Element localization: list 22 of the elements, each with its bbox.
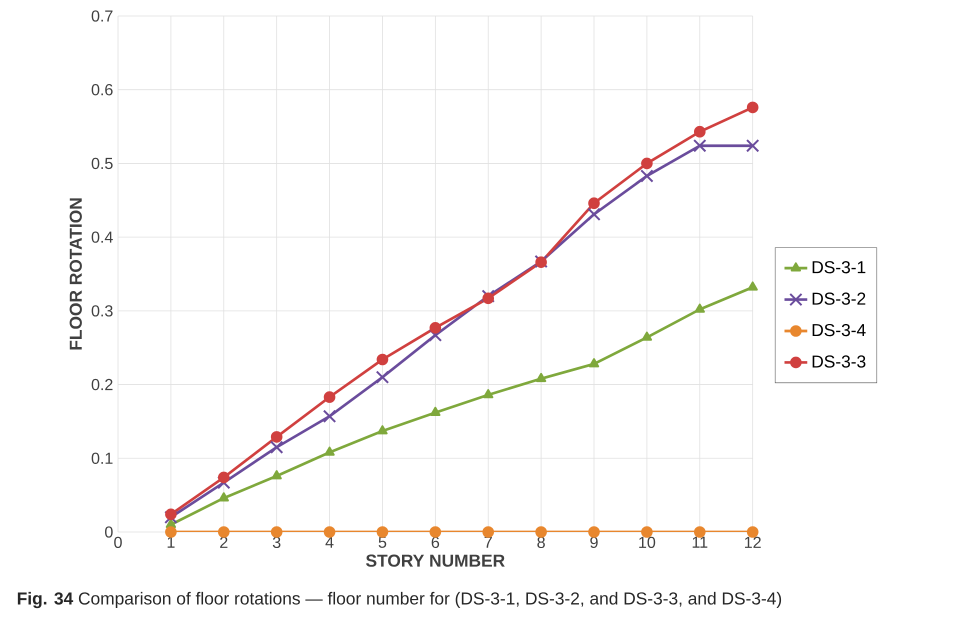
- legend-label: DS-3-2: [812, 292, 866, 305]
- y-tick-label: 0.6: [92, 84, 113, 96]
- x-tick-label: 1: [168, 536, 175, 548]
- x-tick-label: 12: [744, 536, 761, 548]
- y-tick-label: 0.7: [92, 10, 112, 22]
- x-tick-label: 4: [325, 536, 334, 548]
- y-tick-label: 0.5: [92, 158, 113, 170]
- y-tick-label: 0.2: [92, 378, 112, 390]
- y-tick-label: 0.3: [92, 305, 113, 317]
- x-tick-label: 10: [639, 536, 656, 548]
- x-axis-title: STORY NUMBER: [366, 554, 505, 567]
- x-tick-label: 6: [432, 536, 440, 548]
- x-tick-label: 0: [114, 536, 122, 548]
- y-tick-label: 0.4: [92, 231, 113, 243]
- y-axis-title: FLOOR ROTATION: [70, 198, 82, 350]
- text: Fig. 34 Comparison of floor rotations — floor number for (DS-3-1, DS-3-2, and DS-3-3, and DS-3-4): [18, 592, 782, 608]
- legend-label: DS-3-3: [812, 355, 866, 368]
- y-tick-label: 0: [105, 526, 113, 538]
- legend-label: DS-3-4: [812, 324, 866, 336]
- legend-label: DS-3-1: [812, 261, 866, 274]
- x-tick-label: 11: [692, 536, 708, 548]
- y-tick-label: 0.1: [92, 452, 113, 464]
